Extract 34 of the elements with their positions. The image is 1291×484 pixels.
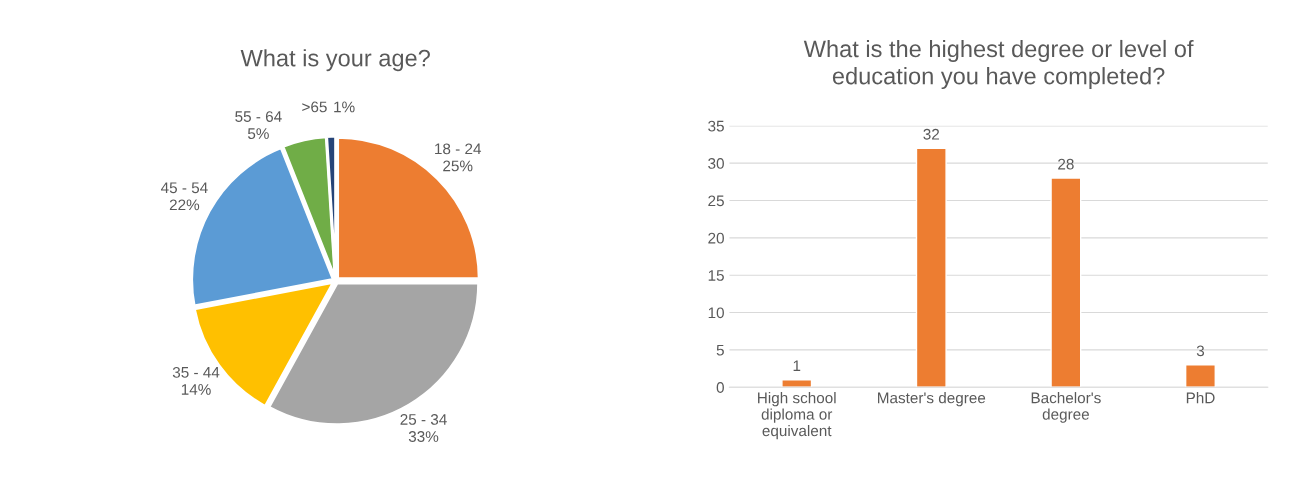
data-label: 33% [408, 431, 439, 442]
y-tick-label: 20 [708, 232, 724, 244]
data-label: 5% [247, 128, 269, 140]
x-tick-label: Bachelor's degree [1031, 392, 1101, 423]
data-label: 25% [443, 160, 473, 172]
slice-label: >65 [302, 101, 327, 113]
bar [1050, 177, 1082, 388]
data-label: 32 [923, 128, 940, 140]
slice-label: 25 - 34 [400, 414, 447, 425]
slice-label: 55 - 64 [235, 111, 282, 122]
chart-title: What is your age? [240, 49, 430, 72]
bar [915, 147, 947, 388]
x-tick-label: Master's degree [878, 392, 986, 407]
y-tick-label: 10 [708, 307, 724, 319]
bar [1184, 364, 1216, 388]
slice-label: 35 - 44 [172, 366, 220, 378]
x-tick-label: High school diploma or equivalent [758, 392, 836, 440]
data-label: 22% [169, 199, 200, 211]
y-tick-label: 30 [708, 158, 724, 169]
slice-label: 45 - 54 [160, 182, 208, 194]
y-tick-label: 5 [716, 344, 724, 356]
y-tick-label: 15 [708, 270, 724, 281]
bar [781, 379, 813, 388]
slice-label: 18 - 24 [435, 143, 482, 155]
x-tick-label: PhD [1186, 392, 1215, 404]
y-tick-label: 35 [708, 120, 724, 132]
data-label: 28 [1058, 158, 1074, 170]
data-label: 3 [1196, 345, 1205, 357]
y-tick-label: 0 [716, 382, 724, 393]
chart-title: What is the highest degree or level of education you have completed? [803, 39, 1194, 90]
data-label: 1% [334, 101, 355, 113]
data-label: 1 [793, 360, 801, 372]
y-tick-label: 25 [708, 195, 724, 207]
data-label: 14% [181, 384, 211, 395]
